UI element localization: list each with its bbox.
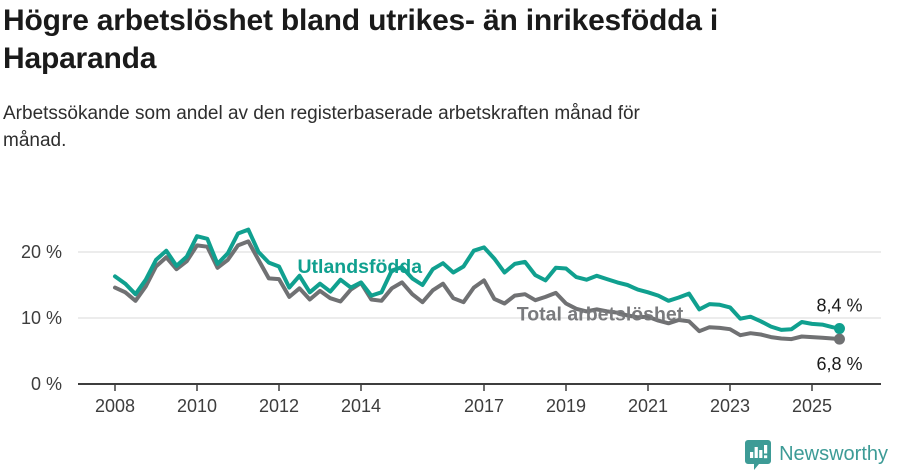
x-tick-label: 2023 <box>710 396 750 416</box>
page-title: Högre arbetslöshet bland utrikes- än inr… <box>3 4 718 75</box>
x-tick-label: 2025 <box>792 396 832 416</box>
x-tick-label: 2021 <box>628 396 668 416</box>
x-tick-label: 2014 <box>341 396 381 416</box>
x-tick-label: 2012 <box>259 396 299 416</box>
y-tick-label: 0 % <box>31 374 62 394</box>
x-tick-label: 2019 <box>546 396 586 416</box>
series-end-value: 8,4 % <box>816 296 862 316</box>
y-tick-label: 10 % <box>21 308 62 328</box>
series-end-dot-total <box>833 333 845 345</box>
series-end-value: 6,8 % <box>816 354 862 374</box>
series-label-total: Total arbetslöshet <box>517 304 684 326</box>
y-axis-labels: 0 % 10 % 20 % <box>21 242 62 394</box>
x-tick-label: 2010 <box>177 396 217 416</box>
chart-header: Högre arbetslöshet bland utrikes- än inr… <box>3 2 863 154</box>
series-line-foreign_born <box>113 227 842 332</box>
chart-subtitle: Arbetssökande som andel av den registerb… <box>3 103 640 151</box>
newsworthy-logo: Newsworthy <box>744 439 888 470</box>
x-axis: 2008 2010 2012 2014 2017 2019 2021 2023 2025 <box>78 383 881 416</box>
y-tick-label: 20 % <box>21 242 62 262</box>
series-label-foreign_born: Utlandsfödda <box>297 256 422 278</box>
x-tick-label: 2017 <box>464 396 504 416</box>
series-end-dot-foreign_born <box>833 323 845 335</box>
x-tick-label: 2008 <box>95 396 135 416</box>
newsworthy-badge-icon <box>745 440 772 470</box>
series-line-total <box>113 239 842 342</box>
newsworthy-logo-text: Newsworthy <box>779 443 888 465</box>
